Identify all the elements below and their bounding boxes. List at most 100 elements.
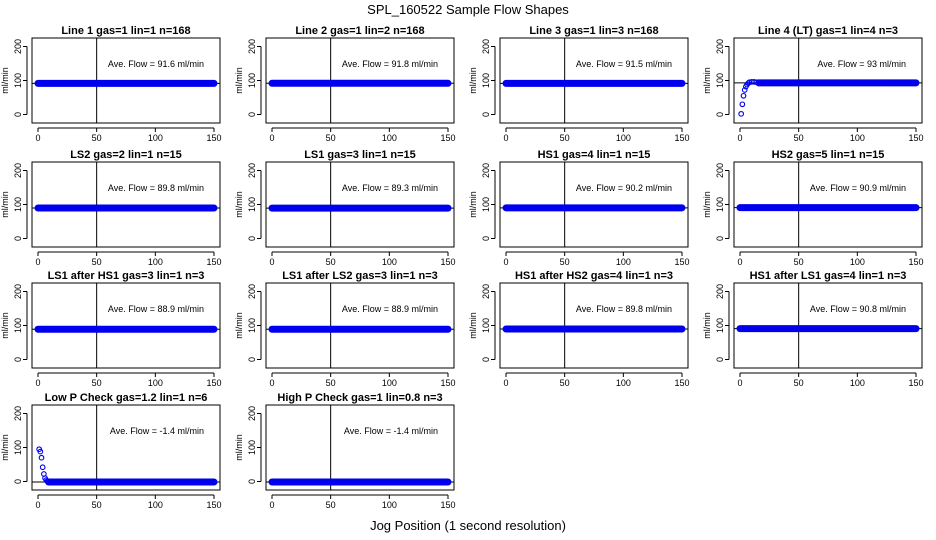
subplot-5: LS2 gas=2 lin=1 n=15 ml/min Ave. Flow = 89…	[0, 149, 222, 267]
x-tick-label: 100	[382, 378, 397, 388]
y-tick-label: 200	[13, 284, 23, 299]
y-tick-label: 0	[247, 479, 257, 484]
x-tick-label: 150	[440, 257, 455, 267]
data-point	[745, 80, 752, 87]
x-tick-label: 50	[92, 500, 102, 510]
subplot-12: HS1 after LS1 gas=4 lin=1 n=3 ml/min Ave. …	[702, 270, 924, 388]
subplot-title: Line 4 (LT) gas=1 lin=4 n=3	[758, 25, 898, 37]
x-tick-label: 150	[440, 378, 455, 388]
y-tick-label: 100	[247, 197, 257, 212]
subplot-9: LS1 after HS1 gas=3 lin=1 n=3 ml/min Ave. …	[0, 270, 222, 388]
x-tick-label: 50	[560, 257, 570, 267]
x-tick-label: 100	[148, 500, 163, 510]
x-tick-label: 50	[560, 133, 570, 143]
x-tick-label: 0	[269, 133, 274, 143]
plot-frame	[733, 37, 923, 124]
data-point	[38, 454, 45, 461]
y-tick-label: 200	[481, 163, 491, 178]
data-point	[740, 92, 747, 99]
subplot-title: LS1 after LS2 gas=3 lin=1 n=3	[282, 270, 438, 282]
plot-frame	[265, 282, 455, 369]
subplot-1: Line 1 gas=1 lin=1 n=168 ml/min Ave. Flow …	[0, 25, 222, 143]
y-tick-label: 100	[481, 197, 491, 212]
y-tick-label: 0	[715, 236, 725, 241]
subplot-title: High P Check gas=1 lin=0.8 n=3	[277, 392, 442, 404]
y-axis-label: ml/min	[0, 67, 10, 94]
x-tick-label: 150	[206, 378, 221, 388]
x-tick-label: 150	[908, 378, 923, 388]
y-axis-label: ml/min	[0, 312, 10, 339]
x-tick-label: 50	[326, 378, 336, 388]
x-tick-label: 100	[850, 133, 865, 143]
y-axis-label: ml/min	[234, 67, 244, 94]
plot-frame	[733, 161, 923, 248]
subplot-13: Low P Check gas=1.2 lin=1 n=6 ml/min Ave. …	[0, 392, 222, 510]
ave-flow-annotation: Ave. Flow = 89.8 ml/min	[108, 183, 204, 193]
x-tick-label: 100	[616, 378, 631, 388]
y-tick-label: 0	[13, 357, 23, 362]
y-axis-label: ml/min	[702, 67, 712, 94]
ave-flow-annotation: Ave. Flow = 88.9 ml/min	[108, 304, 204, 314]
ave-flow-annotation: Ave. Flow = 93 ml/min	[817, 59, 906, 69]
x-tick-label: 150	[908, 257, 923, 267]
subplot-title: HS1 gas=4 lin=1 n=15	[538, 149, 651, 161]
y-tick-label: 0	[247, 236, 257, 241]
x-tick-label: 100	[382, 133, 397, 143]
y-tick-label: 200	[247, 39, 257, 54]
y-tick-label: 100	[481, 318, 491, 333]
subplot-title: LS2 gas=2 lin=1 n=15	[70, 149, 182, 161]
ave-flow-annotation: Ave. Flow = 90.9 ml/min	[810, 183, 906, 193]
x-tick-label: 0	[737, 378, 742, 388]
y-axis-label: ml/min	[234, 312, 244, 339]
plot-frame	[499, 161, 689, 248]
ave-flow-annotation: Ave. Flow = 89.3 ml/min	[342, 183, 438, 193]
ave-flow-annotation: Ave. Flow = 91.6 ml/min	[108, 59, 204, 69]
x-tick-label: 100	[850, 257, 865, 267]
x-tick-label: 150	[440, 133, 455, 143]
y-tick-label: 100	[715, 318, 725, 333]
x-tick-label: 150	[674, 378, 689, 388]
subplot-3: Line 3 gas=1 lin=3 n=168 ml/min Ave. Flow …	[468, 25, 690, 143]
x-tick-label: 100	[616, 257, 631, 267]
y-tick-label: 200	[715, 39, 725, 54]
subplot-4: Line 4 (LT) gas=1 lin=4 n=3 ml/min Ave. Fl…	[702, 25, 924, 143]
y-tick-label: 100	[13, 197, 23, 212]
x-tick-label: 50	[326, 500, 336, 510]
x-tick-label: 0	[737, 133, 742, 143]
y-axis-label: ml/min	[468, 312, 478, 339]
ave-flow-annotation: Ave. Flow = 91.8 ml/min	[342, 59, 438, 69]
y-axis-label: ml/min	[702, 191, 712, 218]
y-tick-label: 100	[247, 73, 257, 88]
plot-frame	[31, 161, 221, 248]
x-tick-label: 0	[35, 257, 40, 267]
x-tick-label: 100	[148, 133, 163, 143]
y-tick-label: 0	[13, 112, 23, 117]
x-tick-label: 150	[908, 133, 923, 143]
ave-flow-annotation: Ave. Flow = 90.8 ml/min	[810, 304, 906, 314]
subplot-title: LS1 after HS1 gas=3 lin=1 n=3	[48, 270, 205, 282]
subplot-8: HS2 gas=5 lin=1 n=15 ml/min Ave. Flow = 90…	[702, 149, 924, 267]
subplot-title: HS2 gas=5 lin=1 n=15	[772, 149, 885, 161]
y-tick-label: 100	[715, 197, 725, 212]
data-point	[739, 101, 746, 108]
y-tick-label: 100	[715, 73, 725, 88]
x-tick-label: 50	[92, 257, 102, 267]
data-point	[741, 87, 748, 93]
x-tick-label: 0	[269, 257, 274, 267]
x-tick-label: 0	[737, 257, 742, 267]
plot-frame	[31, 282, 221, 369]
x-tick-label: 50	[794, 133, 804, 143]
plot-frame	[265, 37, 455, 124]
x-tick-label: 100	[148, 257, 163, 267]
plot-frame	[733, 282, 923, 369]
y-tick-label: 100	[247, 440, 257, 455]
x-tick-label: 0	[35, 500, 40, 510]
plot-frame	[31, 404, 221, 491]
y-axis-label: ml/min	[468, 191, 478, 218]
subplot-title: Low P Check gas=1.2 lin=1 n=6	[45, 392, 208, 404]
subplot-title: Line 3 gas=1 lin=3 n=168	[529, 25, 658, 37]
x-tick-label: 150	[206, 500, 221, 510]
y-tick-label: 100	[481, 73, 491, 88]
y-tick-label: 200	[715, 163, 725, 178]
